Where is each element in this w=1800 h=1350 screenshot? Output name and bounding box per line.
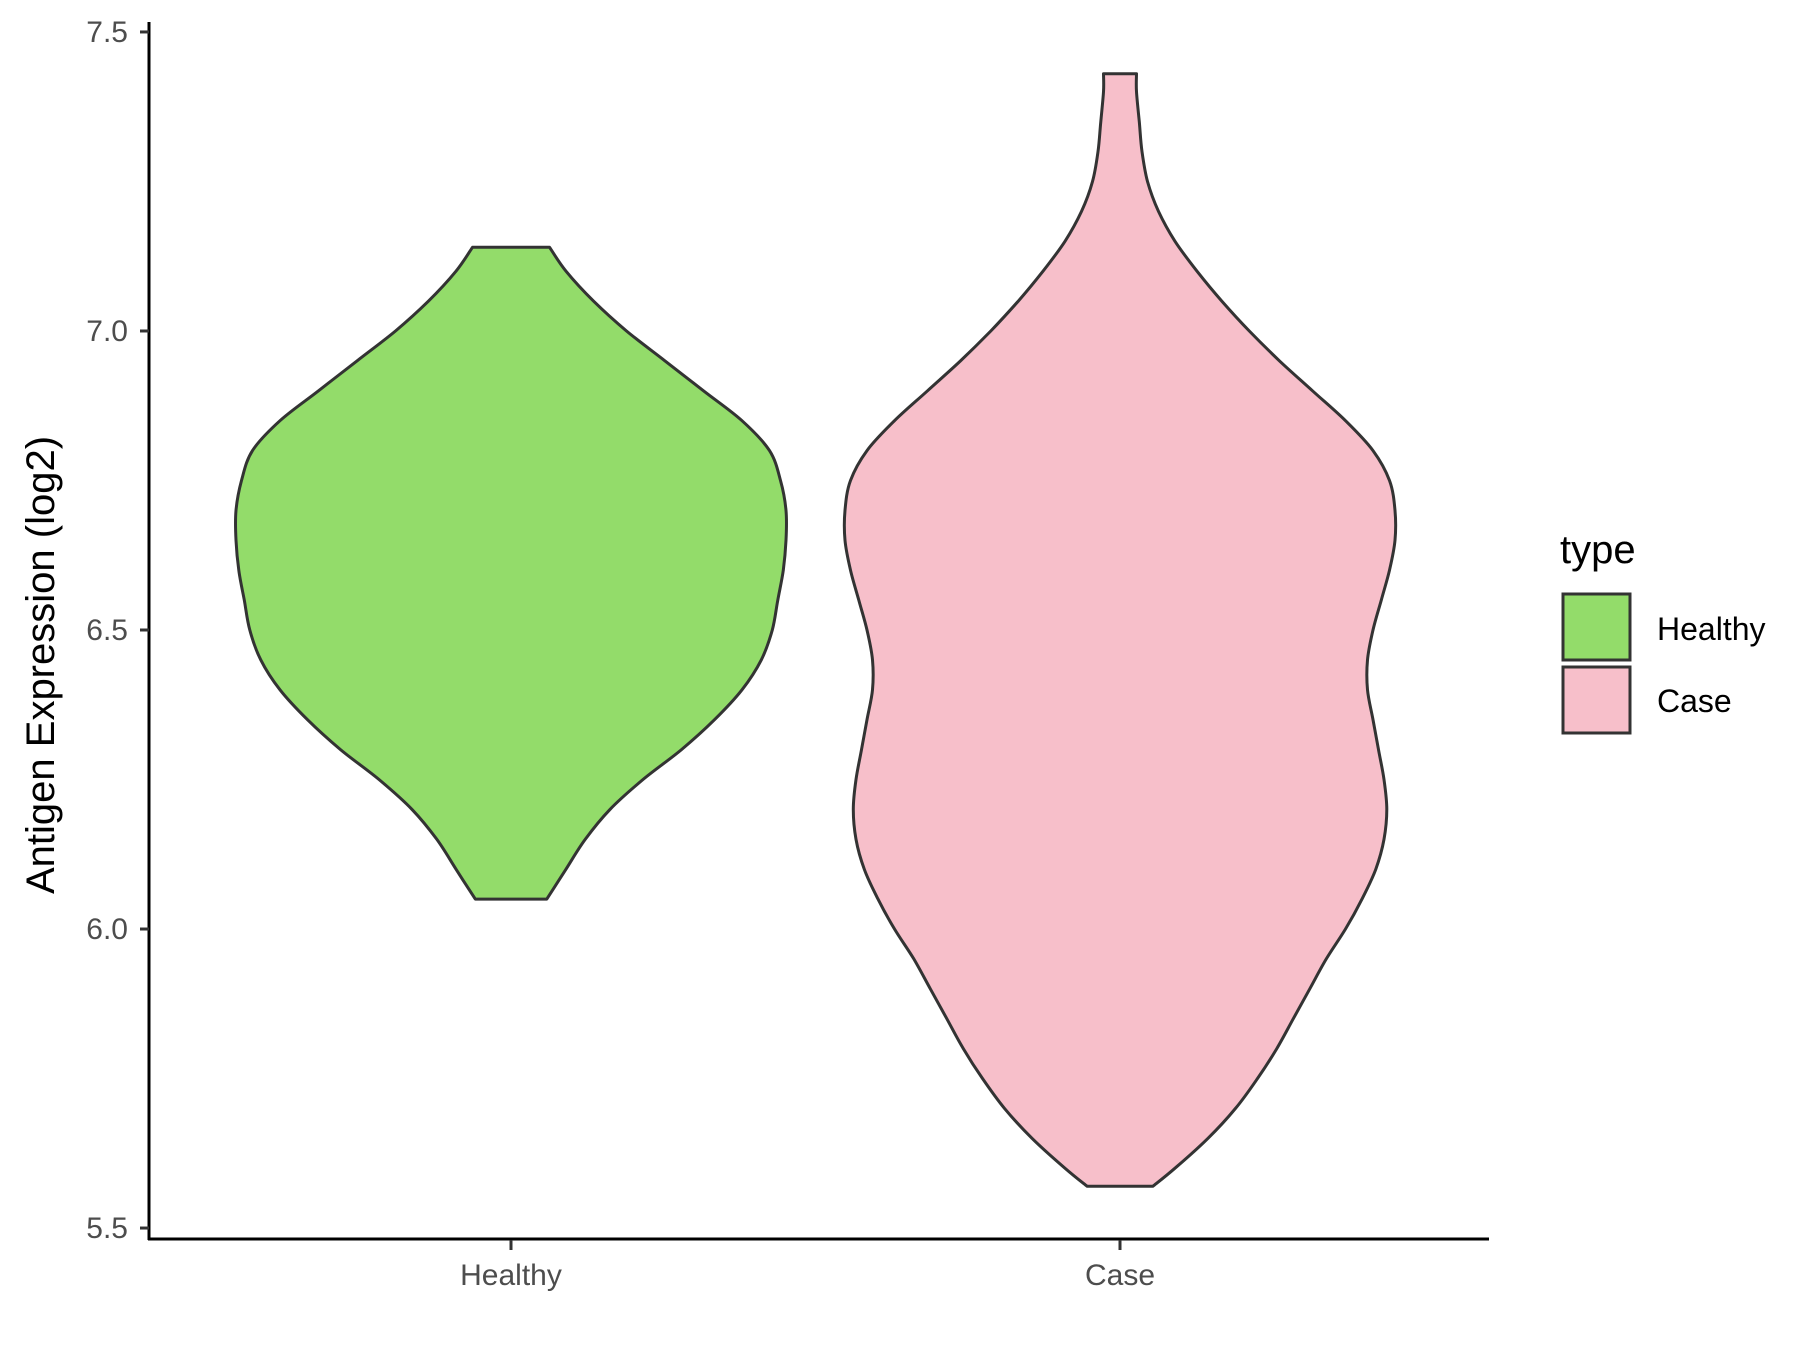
y-tick-label: 7.5 — [86, 16, 128, 49]
y-axis-title: Antigen Expression (log2) — [19, 436, 63, 894]
y-tick-label: 6.0 — [86, 913, 128, 946]
legend-title: type — [1560, 528, 1636, 572]
violin-healthy — [233, 245, 789, 901]
y-axis-ticks: 5.5 6.0 6.5 7.0 7.5 — [86, 16, 149, 1245]
x-tick-label: Healthy — [460, 1259, 562, 1292]
x-axis-ticks: Healthy Case — [460, 1240, 1155, 1292]
violins-group — [233, 72, 1398, 1188]
legend-label-case: Case — [1657, 683, 1732, 719]
y-tick-label: 6.5 — [86, 614, 128, 647]
y-tick-label: 7.0 — [86, 315, 128, 348]
legend-key-healthy — [1561, 592, 1632, 662]
y-tick-label: 5.5 — [86, 1212, 128, 1245]
violin-case — [842, 72, 1398, 1188]
x-tick-label: Case — [1085, 1259, 1155, 1292]
legend: type Healthy Case — [1560, 528, 1766, 735]
legend-label-healthy: Healthy — [1657, 611, 1766, 647]
legend-key-case — [1561, 665, 1632, 735]
